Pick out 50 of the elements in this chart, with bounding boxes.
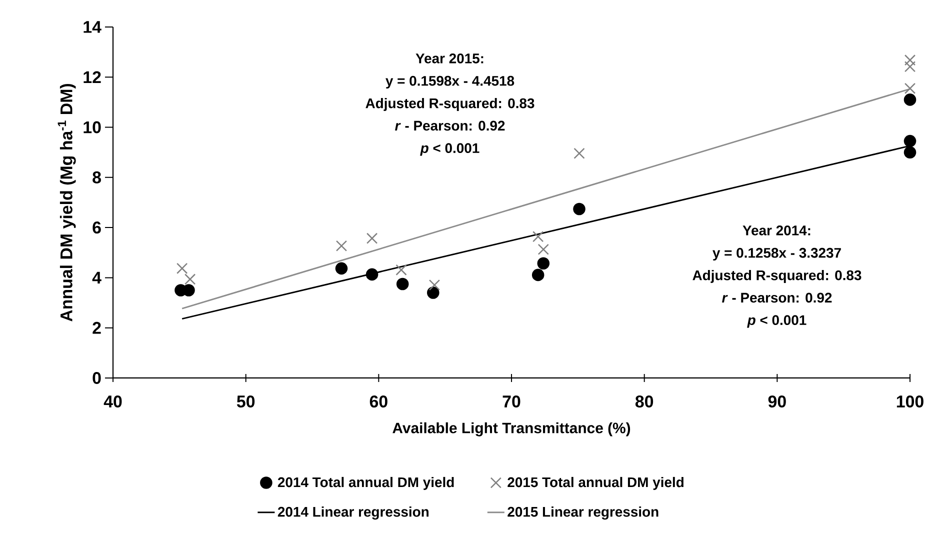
x-tick-label: 90 [768,396,786,408]
point [336,240,348,252]
annotation: p < 0.001 [747,315,806,328]
point [904,61,916,72]
point [366,268,378,281]
legend-label: 2015 Linear regression [508,506,658,520]
y-tick-label: 4 [92,272,102,284]
point [176,262,188,274]
x-tick-label: 100 [896,396,924,408]
legend-label: 2014 Linear regression [278,506,428,520]
y-tick-label: 10 [84,121,101,134]
point [366,232,378,244]
y-tick-label: 0 [92,372,101,384]
x-tick-label: 80 [635,396,654,408]
point [574,148,585,159]
point [538,244,549,255]
legend-label: 2015 Total annual DM yield [508,476,684,490]
x-tick-label: 60 [370,396,388,408]
point [904,54,916,66]
annotation: y = 0.1598x - 4.4518 [386,76,514,89]
y-tick-label: 6 [92,222,101,234]
legend-label: 2014 Total annual DM yield [278,476,454,490]
point [426,286,440,299]
point [537,257,550,270]
point [904,82,916,94]
y-tick-label: 8 [92,171,101,184]
x-axis-title: Available Light Transmittance (%) [392,422,630,436]
x-tick-label: 70 [502,396,520,408]
x-tick-label: 50 [236,396,255,408]
point [532,230,544,242]
annotation: Year 2014: [742,225,810,236]
y-tick-label: 12 [84,71,101,84]
annotation: y = 0.1258x - 3.3237 [712,248,841,261]
annotation: p < 0.001 [420,143,480,156]
x-tick-label: 40 [104,396,122,408]
point [428,279,440,291]
point [396,264,407,276]
y-axis-title: Annual DM yield (Mg ha$^{-1}$ DM) [58,84,76,322]
annotation: r - Pearson: 0.92 [722,292,832,303]
point [573,202,586,216]
annotation: Adjusted R-squared: 0.83 [366,98,534,111]
annotation: r - Pearson: 0.92 [395,120,505,131]
annotation: Year 2015: [416,54,484,64]
y-tick-label: 2 [92,322,101,334]
y-tick-label: 14 [84,21,102,33]
point [335,262,348,275]
point [184,274,196,285]
point [396,278,409,290]
point [532,268,544,282]
annotation: Adjusted R-squared: 0.83 [692,270,862,283]
